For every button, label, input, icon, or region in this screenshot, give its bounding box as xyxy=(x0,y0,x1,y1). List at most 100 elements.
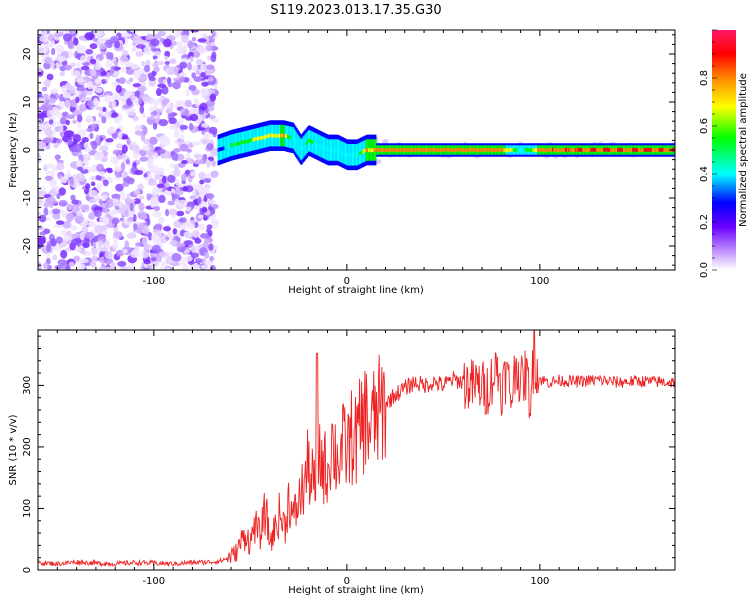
trace-core xyxy=(481,147,483,152)
trace-core xyxy=(584,148,587,152)
noise-speckle xyxy=(111,112,119,118)
noise-speckle xyxy=(134,144,140,154)
noise-speckle xyxy=(38,153,41,163)
y-tick-label: 200 xyxy=(22,437,33,456)
noise-speckle xyxy=(90,181,96,187)
noise-speckle xyxy=(137,183,144,191)
trace-core xyxy=(391,147,393,152)
noise-speckle xyxy=(48,119,54,125)
noise-speckle xyxy=(166,77,172,84)
noise-speckle xyxy=(212,204,219,209)
noise-speckle xyxy=(127,177,135,185)
noise-speckle xyxy=(153,34,162,40)
noise-speckle xyxy=(147,264,153,270)
trace-core xyxy=(603,148,605,152)
trace-core xyxy=(577,147,580,152)
trace-core xyxy=(281,133,283,138)
noise-speckle xyxy=(53,143,59,149)
noise-speckle xyxy=(46,110,51,117)
noise-speckle xyxy=(121,171,129,178)
noise-speckle xyxy=(126,136,131,146)
noise-speckle xyxy=(193,98,199,104)
trace-core xyxy=(483,147,486,152)
trace-core xyxy=(459,147,461,152)
noise-speckle xyxy=(142,126,148,135)
noise-speckle xyxy=(130,63,139,70)
trace-core xyxy=(487,147,489,152)
noise-speckle xyxy=(203,251,210,259)
noise-speckle xyxy=(189,56,195,63)
trace-core xyxy=(339,148,341,153)
trace-core xyxy=(351,152,354,157)
trace-core xyxy=(307,138,310,143)
noise-speckle xyxy=(90,247,101,256)
trace-core xyxy=(643,148,646,152)
trace-core xyxy=(552,147,554,152)
noise-speckle xyxy=(165,266,171,270)
trace-core xyxy=(398,148,400,153)
trace-core xyxy=(413,148,415,153)
noise-speckle xyxy=(189,65,199,72)
noise-speckle xyxy=(210,54,217,63)
noise-speckle xyxy=(73,255,80,262)
trace-core xyxy=(299,146,302,151)
noise-speckle xyxy=(178,218,186,223)
noise-speckle xyxy=(198,171,206,180)
noise-speckle xyxy=(187,40,194,49)
trace-core xyxy=(375,147,377,152)
noise-speckle xyxy=(105,59,113,68)
noise-speckle xyxy=(173,168,181,177)
noise-speckle xyxy=(119,191,126,201)
noise-speckle xyxy=(71,98,77,108)
noise-speckle xyxy=(53,224,62,229)
trace-core xyxy=(259,136,261,141)
trace-core xyxy=(298,145,300,149)
trace-core xyxy=(269,133,272,138)
trace-core xyxy=(282,133,284,138)
trace-core xyxy=(467,148,470,153)
noise-speckle xyxy=(67,203,72,211)
noise-speckle xyxy=(143,64,151,73)
noise-speckle xyxy=(90,123,97,129)
trace-core xyxy=(331,148,333,153)
noise-speckle xyxy=(149,252,159,258)
colorbar-tick-label: 0.0 xyxy=(699,262,710,278)
noise-speckle xyxy=(141,236,148,246)
trace-core xyxy=(285,134,288,139)
trace-core xyxy=(644,148,647,152)
noise-speckle xyxy=(73,143,82,153)
trace-core xyxy=(602,148,604,152)
noise-speckle xyxy=(101,194,109,200)
noise-speckle xyxy=(137,97,143,105)
noise-speckle xyxy=(113,60,119,67)
trace-core xyxy=(656,148,658,152)
noise-speckle xyxy=(38,235,46,245)
trace-core xyxy=(615,148,618,153)
trace-core xyxy=(495,148,497,152)
trace-core xyxy=(492,148,494,153)
trace-core xyxy=(355,153,357,157)
trace-core xyxy=(620,147,622,152)
trace-core xyxy=(332,148,334,152)
noise-speckle xyxy=(135,125,141,131)
noise-speckle xyxy=(92,241,97,248)
noise-speckle xyxy=(152,152,159,160)
trace-core xyxy=(447,147,450,152)
noise-speckle xyxy=(97,240,103,248)
noise-speckle xyxy=(208,199,217,205)
trace-core xyxy=(545,148,547,153)
noise-speckle xyxy=(167,231,173,239)
trace-core xyxy=(327,148,329,153)
trace-core xyxy=(485,147,487,152)
noise-speckle xyxy=(105,138,114,143)
trace-core xyxy=(317,143,319,148)
trace-core xyxy=(646,147,648,152)
trace-core xyxy=(649,147,651,152)
trace-core xyxy=(559,148,561,153)
trace-core xyxy=(322,145,325,150)
noise-speckle xyxy=(105,51,111,60)
noise-speckle xyxy=(43,207,49,216)
snr-axes: -100 0 100 0 100 200 300 xyxy=(22,330,676,587)
trace-core xyxy=(589,148,591,152)
noise-speckle xyxy=(183,231,192,239)
